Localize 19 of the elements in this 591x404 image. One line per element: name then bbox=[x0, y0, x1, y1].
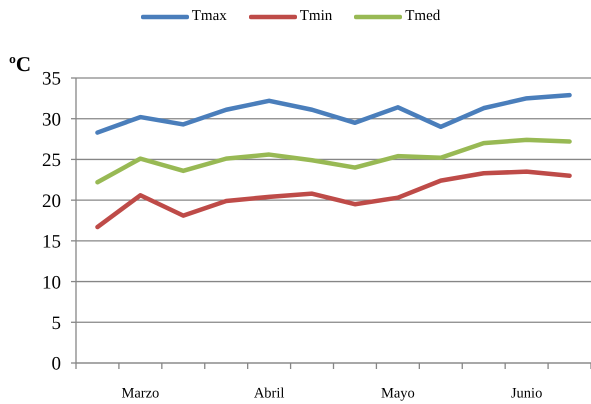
x-tick-label: Junio bbox=[510, 385, 542, 402]
y-axis-title: ºC bbox=[9, 52, 32, 77]
y-tick-label: 10 bbox=[42, 272, 61, 294]
x-tick-label: Marzo bbox=[121, 385, 160, 402]
legend-label: Tmax bbox=[192, 8, 227, 25]
line-series bbox=[95, 138, 572, 184]
y-tick-label: 5 bbox=[52, 313, 61, 334]
y-tick-label: 0 bbox=[52, 354, 61, 375]
x-tick-label: Abril bbox=[254, 385, 284, 402]
y-tick-label: 35 bbox=[42, 68, 61, 90]
y-tick-label: 20 bbox=[42, 190, 61, 212]
y-tick-label: 30 bbox=[42, 109, 61, 130]
x-tick-label: Mayo bbox=[380, 385, 415, 402]
y-tick-label: 15 bbox=[42, 232, 61, 253]
legend-label: Tmed bbox=[405, 8, 440, 25]
legend-label: Tmin bbox=[300, 8, 332, 25]
line-series bbox=[95, 169, 572, 230]
y-tick-label: 25 bbox=[42, 150, 61, 172]
line-series bbox=[95, 92, 572, 135]
